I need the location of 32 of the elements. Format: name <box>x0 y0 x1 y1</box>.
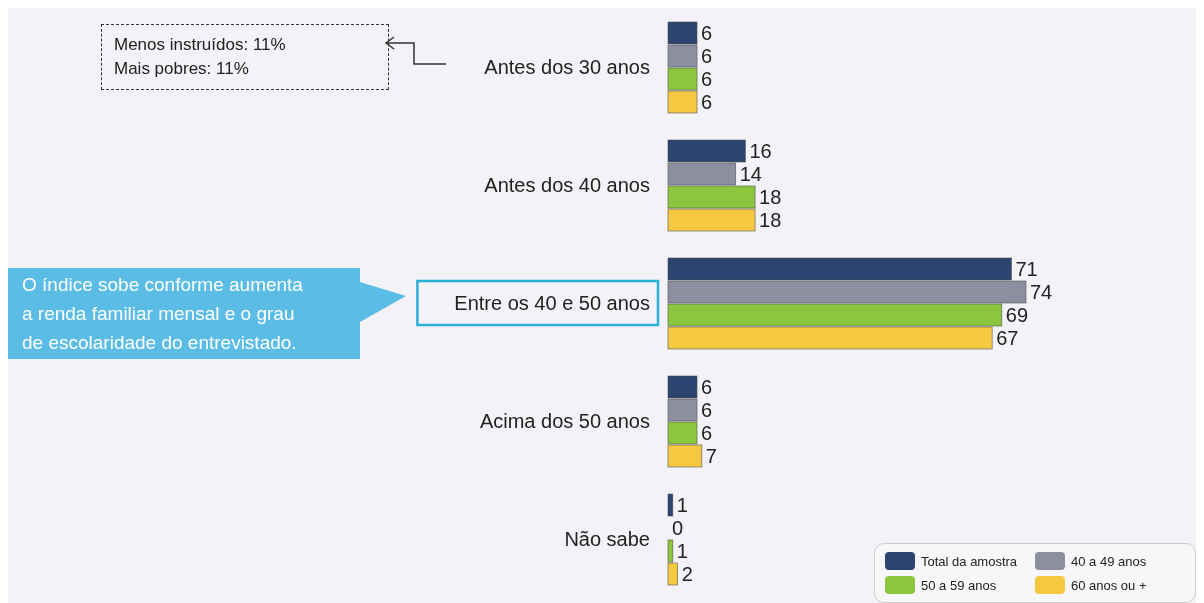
data-label: 2 <box>681 563 693 585</box>
data-label: 6 <box>701 376 713 398</box>
legend-label: 50 a 59 anos <box>921 577 997 593</box>
text: O índice sobe conforme aumenta a renda familiar mensal e o grau de escolaridade do entrevistado. <box>22 273 304 355</box>
data-label: 69 <box>1005 304 1029 326</box>
y-tick-label: Não sabe <box>564 528 650 550</box>
data-label: 14 <box>739 163 762 185</box>
y-tick-label: Entre os 40 e 50 anos <box>454 292 650 314</box>
data-label: 1 <box>676 540 688 562</box>
legend-label: 60 anos ou + <box>1071 577 1147 593</box>
data-label: 67 <box>996 327 1019 349</box>
data-label: 0 <box>672 517 684 539</box>
data-label: 6 <box>701 399 713 421</box>
data-label: 6 <box>701 91 713 113</box>
data-label: 18 <box>759 186 782 208</box>
bar <box>667 493 674 517</box>
data-label: 6 <box>701 68 713 90</box>
data-label: 18 <box>759 209 782 231</box>
legend-label: 40 a 49 anos <box>1071 553 1147 569</box>
legend-label: Total da amostra <box>921 553 1018 569</box>
data-label: 74 <box>1030 281 1053 303</box>
data-label: 71 <box>1015 258 1038 280</box>
y-tick-label: Antes dos 30 anos <box>484 56 650 78</box>
data-label: 6 <box>701 422 713 444</box>
y-tick-label: Acima dos 50 anos <box>479 410 650 432</box>
text: Menos instruídos: 11% Mais pobres: 11% <box>101 24 389 90</box>
y-tick-label: Antes dos 40 anos <box>484 174 650 196</box>
data-label: 1 <box>676 494 688 516</box>
data-label: 6 <box>701 22 713 44</box>
data-label: 6 <box>701 45 713 67</box>
data-label: 7 <box>705 445 717 467</box>
data-label: 16 <box>749 140 772 162</box>
